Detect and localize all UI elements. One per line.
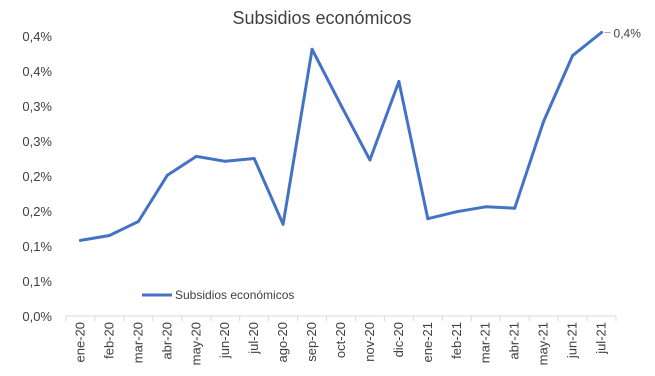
data-point xyxy=(571,54,575,58)
x-tick-label: jun-20 xyxy=(217,322,232,359)
x-tick-label: mar-21 xyxy=(478,322,493,363)
legend: Subsidios económicos xyxy=(142,288,294,302)
x-tick-label: feb-21 xyxy=(449,322,464,359)
data-point xyxy=(368,158,372,162)
x-tick-label: oct-20 xyxy=(333,322,348,358)
x-tick-label: feb-20 xyxy=(101,322,116,359)
legend-label: Subsidios económicos xyxy=(175,288,294,302)
data-point xyxy=(484,205,488,209)
data-point xyxy=(107,234,111,237)
x-axis: ene-20 feb-20 mar-20 abr-20 may-20 jun-20 jul-… xyxy=(65,315,617,365)
data-point xyxy=(194,154,198,158)
data-point xyxy=(281,222,285,226)
x-tick-label: jul-21 xyxy=(594,322,609,355)
series-layer: 0,4% xyxy=(78,27,642,242)
data-point xyxy=(252,157,256,160)
data-point xyxy=(165,173,169,177)
data-point xyxy=(455,210,459,214)
data-label: 0,4% xyxy=(614,27,642,41)
chart-title: Subsidios económicos xyxy=(232,8,411,28)
x-tick-label: nov-20 xyxy=(362,322,377,362)
x-tick-label: jul-20 xyxy=(246,322,261,355)
x-tick-label: ene-20 xyxy=(72,322,87,362)
y-tick-label: 0,1% xyxy=(22,274,52,289)
y-tick-label: 0,0% xyxy=(22,309,52,324)
series-line xyxy=(79,31,603,242)
y-tick-label: 0,3% xyxy=(22,99,52,114)
x-tick-label: mar-20 xyxy=(130,322,145,363)
data-point xyxy=(136,220,140,223)
x-tick-label: abr-21 xyxy=(507,322,522,360)
data-point xyxy=(223,159,227,163)
x-tick-label: may-21 xyxy=(536,322,551,365)
y-tick-label: 0,4% xyxy=(22,64,52,79)
data-point xyxy=(339,103,343,107)
y-tick-label: 0,2% xyxy=(22,204,52,219)
x-tick-label: sep-20 xyxy=(304,322,319,362)
y-tick-label: 0,4% xyxy=(22,29,52,44)
data-point xyxy=(513,206,517,210)
x-tick-label: jun-21 xyxy=(565,322,580,359)
x-tick-label: dic-20 xyxy=(391,322,406,357)
y-tick-label: 0,1% xyxy=(22,239,52,254)
x-tick-label: ago-20 xyxy=(275,322,290,362)
data-point xyxy=(542,119,546,123)
y-tick-label: 0,2% xyxy=(22,169,52,184)
x-tick-label: abr-20 xyxy=(159,322,174,360)
data-point xyxy=(426,217,430,221)
data-point xyxy=(78,238,82,242)
data-point xyxy=(310,47,314,51)
y-axis: 0,0% 0,1% 0,1% 0,2% 0,2% 0,3% 0,3% 0,4% 0,4% xyxy=(22,29,52,324)
x-tick-label: may-20 xyxy=(188,322,203,365)
data-point xyxy=(600,31,604,34)
y-tick-label: 0,3% xyxy=(22,134,52,149)
data-point xyxy=(397,80,401,83)
x-tick-label: ene-21 xyxy=(420,322,435,362)
